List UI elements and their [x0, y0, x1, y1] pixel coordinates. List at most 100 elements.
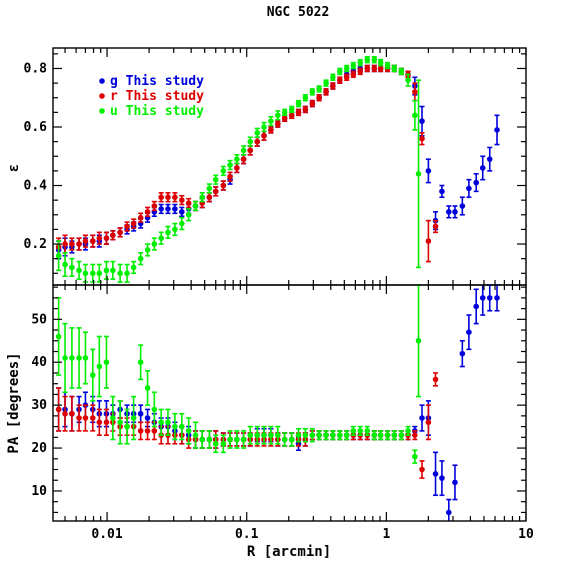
data-point-u	[240, 436, 247, 443]
data-point-u	[89, 270, 96, 277]
data-point-u	[371, 432, 378, 438]
data-point-u	[391, 65, 398, 72]
data-point-u	[309, 89, 316, 95]
data-point-g	[452, 209, 458, 215]
data-point-u	[336, 432, 343, 438]
data-point-u	[268, 432, 274, 438]
data-point-r	[432, 223, 439, 230]
data-point-u	[227, 162, 233, 168]
data-point-u	[391, 432, 398, 438]
data-point-r	[377, 65, 384, 72]
data-point-u	[377, 432, 384, 438]
data-point-r	[357, 68, 364, 75]
data-point-u	[82, 270, 89, 277]
data-point-g	[432, 471, 439, 477]
data-point-g	[158, 206, 164, 212]
data-point-u	[144, 385, 151, 391]
data-point-r	[247, 147, 254, 154]
data-point-r	[62, 410, 68, 417]
data-point-u	[179, 423, 185, 430]
data-point-u	[130, 415, 137, 421]
data-point-r	[212, 188, 219, 195]
data-point-u	[384, 432, 391, 438]
data-point-u	[302, 432, 309, 438]
data-point-r	[110, 232, 116, 239]
data-point-u	[110, 267, 116, 274]
data-point-g	[419, 415, 425, 421]
data-point-u	[185, 211, 192, 218]
data-point-r	[165, 194, 171, 201]
data-point-r	[124, 223, 130, 230]
y-tick-label: 0.6	[24, 120, 48, 135]
data-point-r	[151, 428, 158, 434]
data-point-u	[268, 118, 274, 124]
legend-marker-u	[99, 108, 105, 114]
data-point-u	[185, 428, 192, 434]
data-point-r	[371, 65, 378, 72]
data-point-u	[76, 267, 82, 274]
chart-title: NGC 5022	[267, 5, 330, 20]
data-point-g	[439, 475, 445, 481]
data-point-r	[130, 220, 137, 227]
data-point-u	[350, 428, 357, 434]
data-point-u	[199, 194, 206, 201]
data-point-r	[412, 89, 418, 95]
data-point-r	[69, 410, 75, 417]
data-point-r	[275, 121, 281, 127]
data-point-u	[151, 241, 158, 247]
data-point-r	[254, 138, 261, 145]
data-point-u	[158, 235, 164, 241]
data-point-u	[247, 432, 254, 438]
data-point-u	[165, 229, 171, 236]
data-point-r	[330, 83, 336, 89]
data-point-r	[55, 406, 62, 413]
data-point-u	[288, 436, 295, 443]
data-point-g	[486, 156, 493, 162]
data-point-u	[220, 440, 227, 447]
data-point-g	[473, 303, 480, 310]
data-point-g	[473, 179, 480, 186]
data-point-u	[110, 415, 116, 421]
y-tick-label: 30	[31, 398, 47, 413]
data-point-u	[275, 432, 281, 438]
y-tick-label: 50	[31, 312, 47, 327]
data-point-g	[165, 206, 171, 212]
data-point-g	[172, 206, 178, 212]
data-point-u	[206, 185, 213, 192]
y-tick-label: 0.4	[24, 179, 48, 194]
legend-marker-g	[99, 78, 105, 84]
data-point-u	[82, 355, 89, 361]
data-point-r	[425, 238, 432, 244]
data-point-u	[234, 156, 240, 162]
data-point-g	[137, 410, 144, 417]
data-point-u	[103, 359, 110, 366]
data-point-u	[323, 432, 329, 438]
data-point-r	[172, 194, 178, 201]
data-point-r	[96, 235, 103, 241]
y-tick-label: 0.8	[24, 61, 48, 76]
data-point-u	[412, 453, 418, 460]
data-point-u	[330, 432, 336, 438]
data-point-g	[459, 350, 466, 357]
data-point-u	[415, 171, 422, 177]
data-point-r	[89, 415, 96, 421]
data-point-r	[343, 74, 350, 81]
data-point-r	[220, 182, 227, 189]
data-point-g	[179, 209, 185, 215]
data-point-r	[206, 194, 213, 201]
data-point-u	[96, 270, 103, 277]
data-point-u	[117, 270, 123, 277]
data-point-r	[412, 432, 418, 438]
data-point-u	[350, 62, 357, 69]
data-point-r	[350, 71, 357, 78]
data-point-g	[486, 295, 493, 301]
data-point-r	[432, 376, 439, 383]
data-point-r	[103, 235, 110, 241]
y-axis-label-top: ε	[6, 164, 22, 172]
data-point-u	[316, 86, 322, 92]
data-point-r	[158, 194, 164, 201]
data-point-r	[261, 132, 267, 139]
data-point-r	[364, 65, 371, 72]
panel-frame	[52, 284, 527, 522]
